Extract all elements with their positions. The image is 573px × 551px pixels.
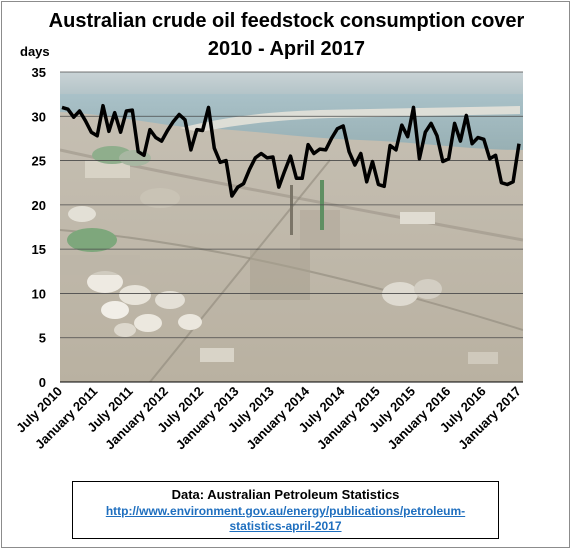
y-tick-label: 30 bbox=[32, 109, 46, 124]
y-tick-label: 10 bbox=[32, 286, 46, 301]
y-tick-label: 15 bbox=[32, 242, 46, 257]
source-box: Data: Australian Petroleum Statistics ht… bbox=[72, 481, 499, 539]
source-link[interactable]: http://www.environment.gov.au/energy/pub… bbox=[105, 504, 466, 533]
y-tick-label: 35 bbox=[32, 65, 46, 80]
chart-title: Australian crude oil feedstock consumpti… bbox=[48, 10, 525, 32]
y-axis-label: days bbox=[20, 44, 50, 59]
y-tick-label: 25 bbox=[32, 154, 46, 169]
y-tick-label: 0 bbox=[39, 375, 46, 390]
refinery-photo-background bbox=[60, 72, 523, 382]
source-label: Data: Australian Petroleum Statistics bbox=[171, 487, 400, 502]
gridlines bbox=[60, 71, 523, 339]
y-tick-label: 20 bbox=[32, 198, 46, 213]
y-tick-labels: 0 5 10 15 20 25 30 35 bbox=[32, 65, 46, 390]
x-tick-label: January 2017 bbox=[455, 384, 524, 453]
chart-subtitle: 2010 - April 2017 bbox=[207, 38, 366, 60]
y-tick-label: 5 bbox=[39, 331, 46, 346]
series-line-days-cover bbox=[61, 103, 521, 198]
series-layer bbox=[61, 103, 521, 198]
